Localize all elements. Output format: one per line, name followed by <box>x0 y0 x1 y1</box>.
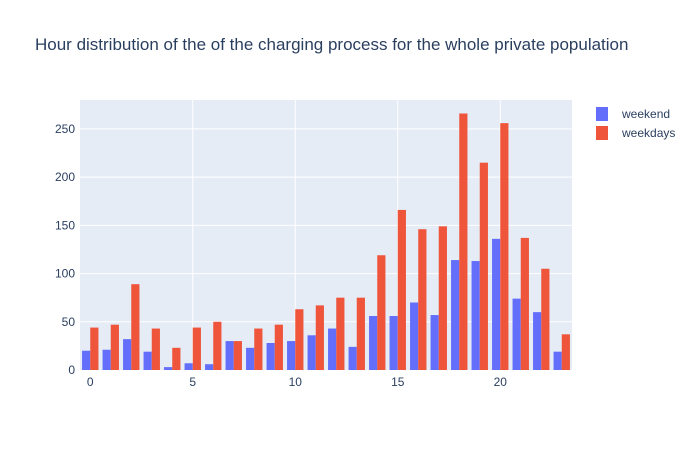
bar-weekend-9 <box>266 343 275 370</box>
bar-weekend-21 <box>512 298 521 370</box>
legend-label-weekend: weekend <box>621 107 670 121</box>
bar-weekdays-13 <box>356 297 365 370</box>
bar-weekend-22 <box>533 312 542 370</box>
plot-area <box>80 100 572 370</box>
x-axis-ticks: 0 5 10 15 20 <box>87 375 507 389</box>
bars <box>82 113 570 370</box>
bar-weekdays-9 <box>274 324 283 370</box>
bar-weekend-5 <box>184 363 193 370</box>
x-tick-label: 10 <box>289 375 303 389</box>
y-axis-ticks: 0 50 100 150 200 250 <box>55 122 75 377</box>
bar-weekdays-10 <box>295 309 304 370</box>
bar-weekend-2 <box>123 339 132 370</box>
bar-weekdays-21 <box>520 237 529 370</box>
bar-weekdays-14 <box>377 255 386 370</box>
bar-weekdays-8 <box>254 328 263 370</box>
bar-weekdays-19 <box>479 162 488 370</box>
bar-weekdays-0 <box>90 327 99 370</box>
y-tick-label: 250 <box>55 122 75 136</box>
bar-weekdays-7 <box>233 341 242 370</box>
bar-weekend-3 <box>143 351 152 370</box>
bar-weekdays-12 <box>336 297 345 370</box>
bar-weekend-18 <box>451 260 460 370</box>
bar-weekdays-11 <box>315 305 324 370</box>
bar-weekend-8 <box>246 347 255 370</box>
bar-weekdays-23 <box>561 334 570 370</box>
legend-swatch-weekend <box>596 107 608 121</box>
y-tick-label: 50 <box>62 315 76 329</box>
x-tick-label: 5 <box>189 375 196 389</box>
bar-weekend-20 <box>492 238 501 370</box>
bar-weekdays-1 <box>110 324 119 370</box>
legend-swatch-weekdays <box>596 126 608 140</box>
bar-weekdays-17 <box>438 226 447 370</box>
bar-weekend-15 <box>389 316 398 370</box>
bar-weekend-19 <box>471 261 480 370</box>
bar-weekend-6 <box>205 364 214 370</box>
bar-weekdays-6 <box>213 321 222 370</box>
bar-weekdays-2 <box>131 284 140 370</box>
y-tick-label: 100 <box>55 267 75 281</box>
bar-weekdays-20 <box>500 123 509 370</box>
bar-weekdays-16 <box>418 229 427 370</box>
chart-title: Hour distribution of the of the charging… <box>35 35 628 54</box>
bar-weekend-1 <box>102 349 111 370</box>
bar-weekdays-3 <box>151 328 160 370</box>
x-tick-label: 0 <box>87 375 94 389</box>
bar-weekend-13 <box>348 346 357 370</box>
y-tick-label: 200 <box>55 170 75 184</box>
y-tick-label: 0 <box>68 363 75 377</box>
bar-weekdays-4 <box>172 347 181 370</box>
bar-weekend-17 <box>430 315 439 370</box>
bar-weekdays-15 <box>397 209 406 370</box>
y-tick-label: 150 <box>55 218 75 232</box>
legend-label-weekdays: weekdays <box>621 126 675 140</box>
legend: weekend weekdays <box>596 107 675 140</box>
x-tick-label: 20 <box>494 375 508 389</box>
bar-weekdays-5 <box>192 327 201 370</box>
bar-weekdays-18 <box>459 113 468 370</box>
bar-weekend-0 <box>82 350 91 370</box>
bar-weekdays-22 <box>541 268 550 370</box>
bar-weekend-4 <box>164 367 173 370</box>
bar-weekend-7 <box>225 341 234 370</box>
bar-weekend-11 <box>307 335 316 370</box>
bar-weekend-10 <box>287 341 296 370</box>
bar-weekend-14 <box>369 316 378 370</box>
x-tick-label: 15 <box>391 375 405 389</box>
bar-weekend-23 <box>553 351 562 370</box>
bar-weekend-12 <box>328 328 337 370</box>
bar-weekend-16 <box>410 302 419 370</box>
